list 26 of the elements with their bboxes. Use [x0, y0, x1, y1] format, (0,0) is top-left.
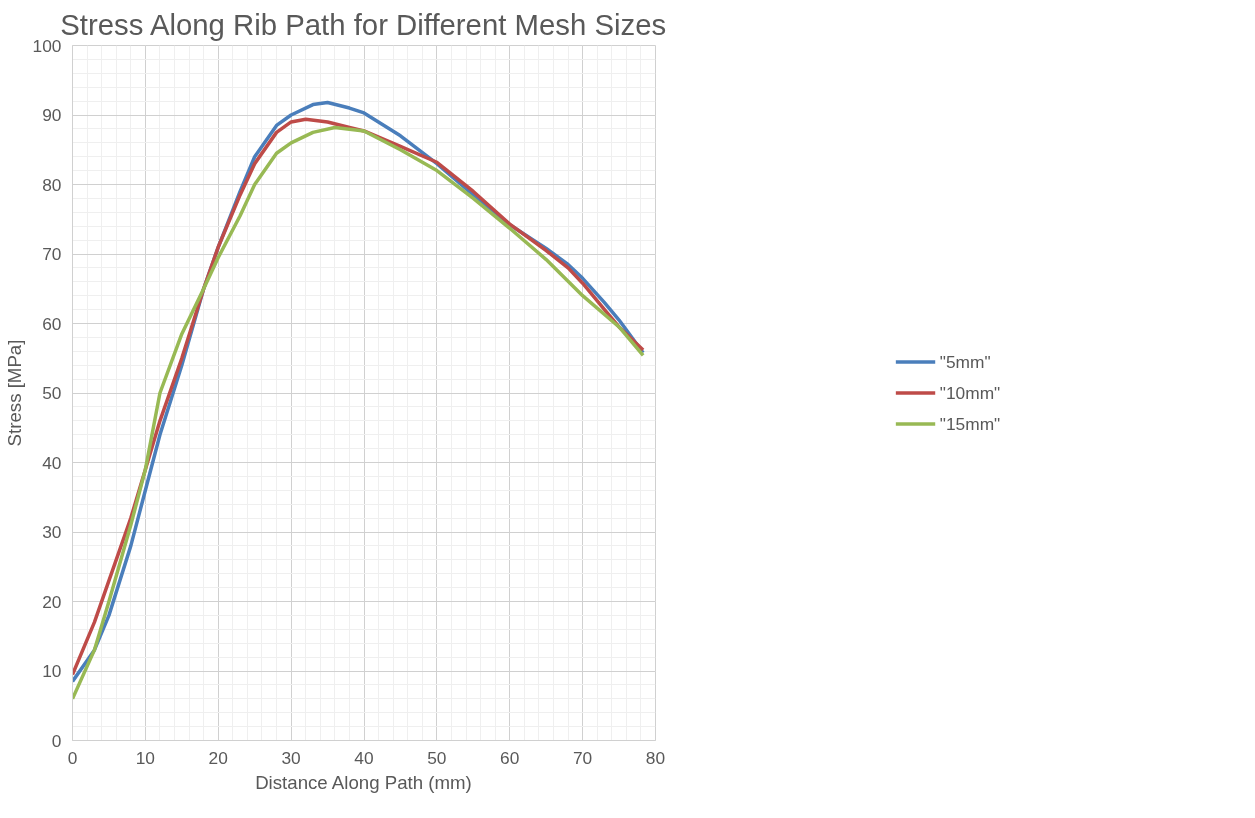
- y-tick-label: 50: [42, 383, 62, 403]
- x-tick-label: 20: [208, 747, 228, 768]
- x-tick-label: 80: [645, 747, 666, 768]
- y-tick-label: 90: [42, 105, 62, 125]
- y-tick-label: 30: [42, 522, 62, 542]
- x-axis-title: Distance Along Path (mm): [255, 771, 472, 793]
- x-tick-label: 60: [500, 747, 520, 768]
- x-tick-label: 10: [135, 747, 156, 768]
- x-tick-label: 0: [67, 747, 78, 768]
- y-tick-label: 60: [42, 313, 62, 334]
- y-tick-label: 80: [42, 174, 62, 195]
- y-tick-label: 20: [42, 591, 62, 612]
- y-tick-label: 70: [42, 244, 62, 264]
- y-tick-label: 100: [32, 35, 62, 56]
- y-tick-label: 40: [42, 452, 62, 473]
- legend-label: "10mm": [939, 382, 1001, 403]
- y-tick-label: 0: [51, 730, 62, 751]
- legend-label: "15mm": [939, 413, 1001, 434]
- chart-title: Stress Along Rib Path for Different Mesh Sizes: [60, 7, 667, 41]
- y-tick-label: 10: [42, 661, 62, 681]
- y-axis-title: Stress [MPa]: [3, 339, 25, 447]
- x-tick-label: 70: [572, 747, 593, 768]
- legend-label: "5mm": [939, 351, 991, 372]
- x-tick-label: 30: [281, 747, 301, 768]
- x-tick-label: 50: [427, 747, 447, 768]
- x-tick-label: 40: [354, 747, 374, 768]
